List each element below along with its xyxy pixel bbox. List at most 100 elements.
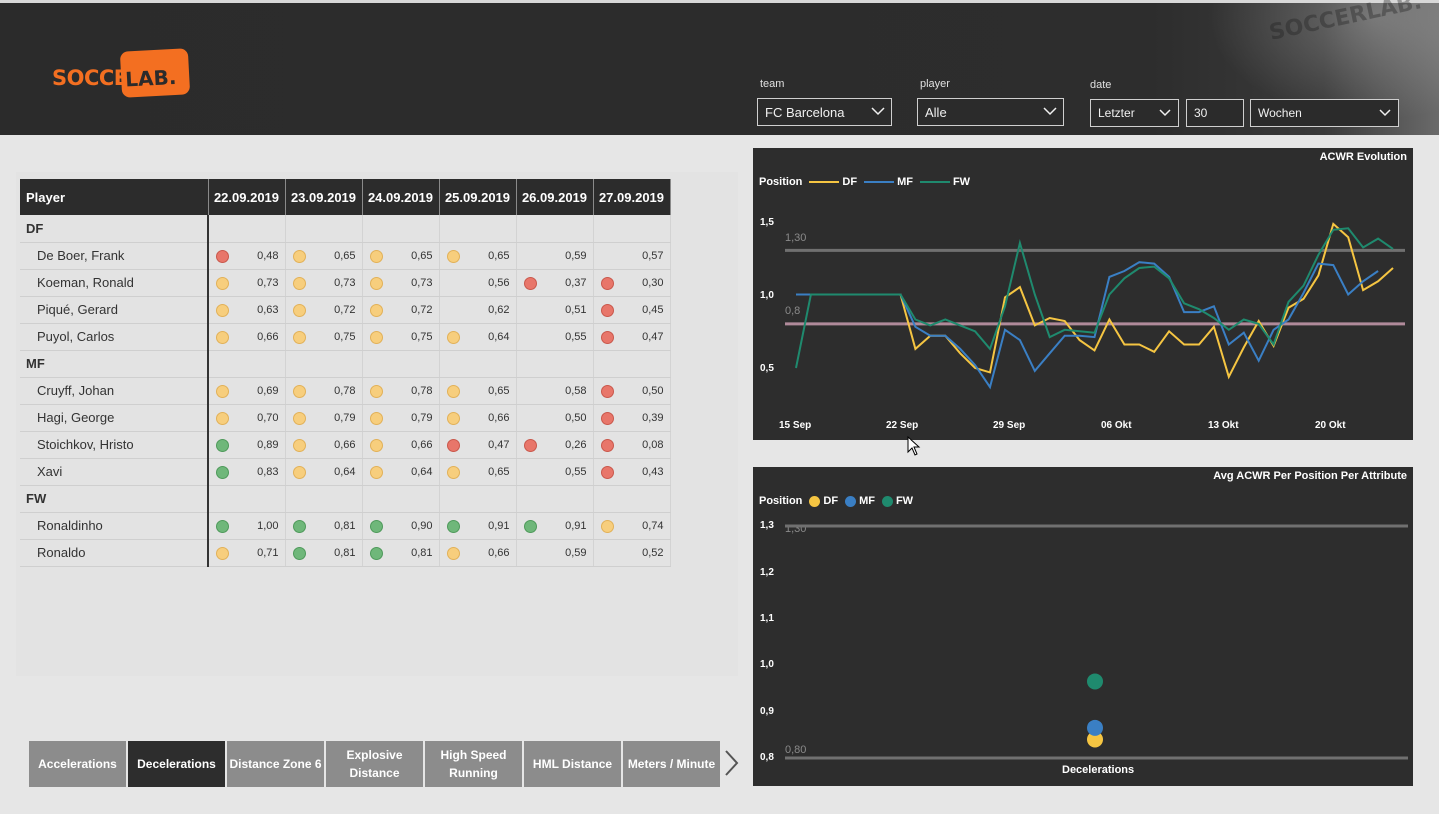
- acwr-value: 0,37: [565, 276, 587, 289]
- series-line-fw[interactable]: [795, 227, 1394, 369]
- date-mode-dropdown[interactable]: Letzter: [1090, 99, 1179, 127]
- player-name: Xavi: [20, 458, 209, 486]
- table-row[interactable]: Xavi 0,83 0,64 0,64 0,65 0,55 0,43: [20, 458, 671, 486]
- legend-item-df[interactable]: DF: [809, 176, 857, 188]
- acwr-cell: 0,50: [593, 377, 671, 405]
- acwr-cell: 0,75: [285, 323, 363, 351]
- tab-decelerations[interactable]: Decelerations: [128, 741, 225, 787]
- status-dot-icon: [600, 276, 614, 290]
- empty-cell: [285, 350, 363, 378]
- status-dot-icon: [292, 546, 306, 560]
- player-dropdown[interactable]: Alle: [917, 98, 1064, 126]
- acwr-value: 0,58: [565, 384, 587, 397]
- tab-meters-minute[interactable]: Meters / Minute: [623, 741, 720, 787]
- table-row[interactable]: De Boer, Frank 0,48 0,65 0,65 0,65 0,59 0,57: [20, 242, 671, 270]
- status-dot-icon: [292, 384, 306, 398]
- team-dropdown[interactable]: FC Barcelona: [757, 98, 892, 126]
- column-header-date[interactable]: 22.09.2019: [208, 179, 286, 215]
- y-tick-label: 1,2: [760, 567, 774, 578]
- y-tick-label: 1,3: [760, 520, 774, 531]
- empty-cell: [593, 215, 671, 243]
- acwr-value: 0,55: [565, 330, 587, 343]
- chevron-right-icon[interactable]: [721, 748, 741, 778]
- date-label: date: [1090, 79, 1112, 91]
- status-dot-icon: [216, 465, 229, 479]
- scatter-point-mf[interactable]: [1087, 719, 1103, 736]
- acwr-cell: 0,66: [439, 404, 517, 432]
- table-group-row[interactable]: DF: [20, 215, 671, 243]
- date-unit-dropdown[interactable]: Wochen: [1250, 99, 1399, 127]
- legend-item-mf[interactable]: MF: [864, 176, 913, 188]
- column-header-date[interactable]: 23.09.2019: [285, 179, 363, 215]
- table-row[interactable]: Hagi, George 0,70 0,79 0,79 0,66 0,50 0,39: [20, 404, 671, 432]
- acwr-cell: 0,79: [285, 404, 363, 432]
- legend-item-mf[interactable]: MF: [845, 495, 875, 507]
- status-dot-icon: [216, 438, 229, 452]
- player-name: Koeman, Ronald: [20, 269, 209, 297]
- date-count-input[interactable]: 30: [1186, 99, 1244, 127]
- empty-cell: [208, 350, 286, 378]
- tab-accelerations[interactable]: Accelerations: [29, 741, 126, 787]
- column-header-date[interactable]: 25.09.2019: [439, 179, 517, 215]
- line-plot-area: [785, 222, 1405, 390]
- status-dot-icon: [216, 249, 229, 263]
- chart-legend: Position DF MF FW: [759, 495, 913, 507]
- acwr-cell: 0,26: [516, 431, 594, 459]
- acwr-value: 0,72: [334, 303, 356, 316]
- table-row[interactable]: Puyol, Carlos 0,66 0,75 0,75 0,64 0,55 0,47: [20, 323, 671, 351]
- acwr-cell: 0,48: [208, 242, 286, 270]
- acwr-value: 0,66: [334, 438, 356, 451]
- table-row[interactable]: Cruyff, Johan 0,69 0,78 0,78 0,65 0,58 0,50: [20, 377, 671, 405]
- y-tick-label: 0,5: [760, 363, 774, 374]
- y-tick-label: 1,0: [760, 290, 774, 301]
- acwr-cell: 0,73: [362, 269, 440, 297]
- acwr-value: 0,91: [565, 519, 587, 532]
- status-dot-icon: [369, 384, 383, 398]
- table-group-row[interactable]: MF: [20, 350, 671, 378]
- table-row[interactable]: Piqué, Gerard 0,63 0,72 0,72 0,62 0,51 0,45: [20, 296, 671, 324]
- legend-item-fw[interactable]: FW: [919, 176, 970, 188]
- acwr-cell: 0,71: [208, 539, 286, 567]
- status-dot-icon: [292, 438, 306, 452]
- status-dot-icon: [216, 330, 229, 344]
- acwr-cell: 0,65: [285, 242, 363, 270]
- table-row[interactable]: Ronaldinho 1,00 0,81 0,90 0,91 0,91 0,74: [20, 512, 671, 540]
- column-header-date[interactable]: 24.09.2019: [362, 179, 440, 215]
- status-dot-icon: [523, 519, 537, 533]
- scatter-point-fw[interactable]: [1087, 673, 1103, 690]
- acwr-value: 0,81: [334, 519, 356, 532]
- x-tick-label: 20 Okt: [1315, 420, 1346, 431]
- acwr-cell: 0,65: [439, 458, 517, 486]
- acwr-cell: 0,59: [516, 539, 594, 567]
- acwr-value: 0,69: [257, 384, 279, 397]
- tab-hml-distance[interactable]: HML Distance: [524, 741, 621, 787]
- tab-explosive-distance[interactable]: Explosive Distance: [326, 741, 423, 787]
- acwr-cell: 0,81: [285, 512, 363, 540]
- column-header-player[interactable]: Player: [20, 179, 209, 215]
- status-dot-icon: [292, 249, 306, 263]
- x-tick-label: 06 Okt: [1101, 420, 1132, 431]
- acwr-cell: 0,66: [362, 431, 440, 459]
- status-dot-icon: [369, 330, 383, 344]
- empty-cell: [362, 215, 440, 243]
- acwr-value: 0,55: [565, 465, 587, 478]
- scatter-point-df[interactable]: [1087, 731, 1103, 748]
- acwr-cell: 0,56: [439, 269, 517, 297]
- team-label: team: [760, 78, 785, 90]
- tab-high-speed-running[interactable]: High Speed Running: [425, 741, 522, 787]
- table-row[interactable]: Koeman, Ronald 0,73 0,73 0,73 0,56 0,37 0,30: [20, 269, 671, 297]
- status-dot-icon: [446, 411, 460, 425]
- column-header-date[interactable]: 27.09.2019: [593, 179, 671, 215]
- acwr-value: 0,63: [257, 303, 279, 316]
- legend-item-fw[interactable]: FW: [881, 495, 913, 507]
- tab-distance-zone-6[interactable]: Distance Zone 6: [227, 741, 324, 787]
- column-header-date[interactable]: 26.09.2019: [516, 179, 594, 215]
- series-line-df[interactable]: [796, 222, 1394, 380]
- table-row[interactable]: Ronaldo 0,71 0,81 0,81 0,66 0,59 0,52: [20, 539, 671, 567]
- status-dot-icon: [446, 249, 460, 263]
- status-dot-icon: [369, 438, 383, 452]
- table-row[interactable]: Stoichkov, Hristo 0,89 0,66 0,66 0,47 0,26 0,0…: [20, 431, 671, 459]
- empty-cell: [439, 485, 517, 513]
- table-group-row[interactable]: FW: [20, 485, 671, 513]
- legend-item-df[interactable]: DF: [809, 495, 838, 507]
